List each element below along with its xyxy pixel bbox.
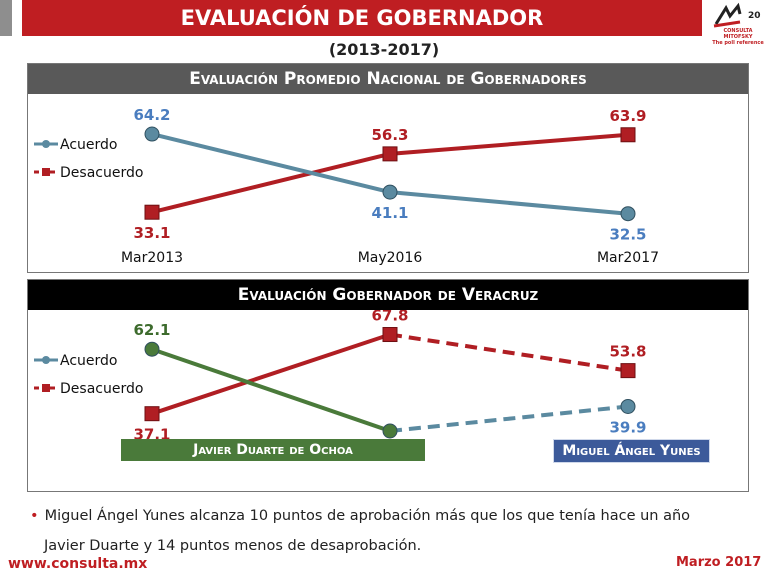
- x-tick-label: Mar2013: [121, 250, 183, 266]
- veracruz-chart-panel: Evaluación Gobernador de Veracruz 62.1 37…: [27, 279, 749, 492]
- desacuerdo-point: [382, 146, 398, 162]
- desacuerdo-point: [144, 406, 160, 422]
- desacuerdo-point: [620, 127, 636, 143]
- note-text-1: Miguel Ángel Yunes alcanza 10 puntos de …: [44, 508, 691, 524]
- legend-marker: [42, 140, 50, 148]
- acuerdo-point: [382, 184, 398, 200]
- logo-wordmark: CONSULTA MITOFSKY: [723, 28, 753, 40]
- bullet-icon: •: [30, 508, 39, 524]
- footer-url[interactable]: www.consulta.mx: [8, 556, 148, 572]
- note-text-2: Javier Duarte y 14 puntos menos de desap…: [44, 538, 422, 554]
- desacuerdo-point: [382, 327, 398, 343]
- acuerdo-point: [144, 341, 160, 357]
- legend-marker: [42, 384, 50, 392]
- legend-label: Acuerdo: [60, 137, 117, 153]
- desacuerdo-point: [620, 363, 636, 379]
- legend-label: Desacuerdo: [60, 165, 143, 181]
- desacuerdo-line-segment: [151, 151, 391, 215]
- acuerdo-line-segment: [151, 132, 391, 195]
- left-accent-bar: [0, 0, 12, 36]
- national-line-chart: 64.2 33.1 Mar2013 41.1 56.3 May2016 32.5 63.9 Ma…: [34, 106, 659, 266]
- note-line-2: Javier Duarte y 14 puntos menos de desap…: [44, 538, 421, 554]
- acuerdo-line-segment: [151, 347, 391, 433]
- x-tick-label: May2016: [358, 250, 423, 266]
- desacuerdo-data-label: 33.1: [133, 224, 170, 242]
- page-subtitle: (2013-2017): [328, 40, 440, 59]
- desacuerdo-line-segment: [389, 332, 629, 373]
- acuerdo-data-label: 41.1: [371, 204, 408, 222]
- acuerdo-point: [382, 423, 398, 439]
- legend-marker: [42, 168, 50, 176]
- acuerdo-point: [144, 126, 160, 142]
- x-tick-label: Mar2017: [597, 250, 659, 266]
- legend-label: Desacuerdo: [60, 381, 143, 397]
- legend-label: Acuerdo: [60, 353, 117, 369]
- national-chart-panel: Evaluación Promedio Nacional de Gobernad…: [27, 63, 749, 273]
- desacuerdo-line-segment: [389, 132, 629, 156]
- acuerdo-line-segment: [389, 190, 629, 216]
- note-line-1: • Miguel Ángel Yunes alcanza 10 puntos de…: [30, 508, 690, 524]
- consulta-mitofsky-logo: 20 CONSULTA MITOFSKY The poll reference: [710, 2, 766, 46]
- period-band-duarte: Javier Duarte de Ochoa: [121, 439, 425, 461]
- desacuerdo-data-label: 67.8: [371, 310, 408, 325]
- desacuerdo-data-label: 56.3: [371, 126, 408, 144]
- acuerdo-point: [620, 398, 636, 414]
- acuerdo-point: [620, 206, 636, 222]
- logo-tagline: The poll reference: [712, 40, 764, 46]
- page-title: EVALUACIÓN DE GOBERNADOR: [22, 0, 702, 36]
- desacuerdo-point: [144, 204, 160, 220]
- chart-title: Evaluación Promedio Nacional de Gobernad…: [28, 64, 748, 94]
- veracruz-line-chart: 62.137.1Mar201330.467.8May201639.953.8Ma…: [34, 310, 647, 461]
- logo-badge: 20: [748, 11, 761, 21]
- desacuerdo-data-label: 63.9: [609, 107, 646, 125]
- legend-marker: [42, 356, 50, 364]
- acuerdo-data-label: 39.9: [609, 418, 646, 436]
- desacuerdo-line-segment: [151, 332, 391, 416]
- logo-mark-icon: 20: [713, 2, 761, 28]
- period-band-yunes: Miguel Ángel Yunes: [553, 439, 710, 463]
- acuerdo-data-label: 62.1: [133, 321, 170, 339]
- desacuerdo-data-label: 53.8: [609, 343, 646, 361]
- acuerdo-data-label: 32.5: [609, 226, 646, 244]
- chart-title: Evaluación Gobernador de Veracruz: [28, 280, 748, 310]
- footer-date: Marzo 2017: [676, 555, 762, 570]
- acuerdo-line-segment: [389, 404, 629, 433]
- acuerdo-data-label: 64.2: [133, 106, 170, 124]
